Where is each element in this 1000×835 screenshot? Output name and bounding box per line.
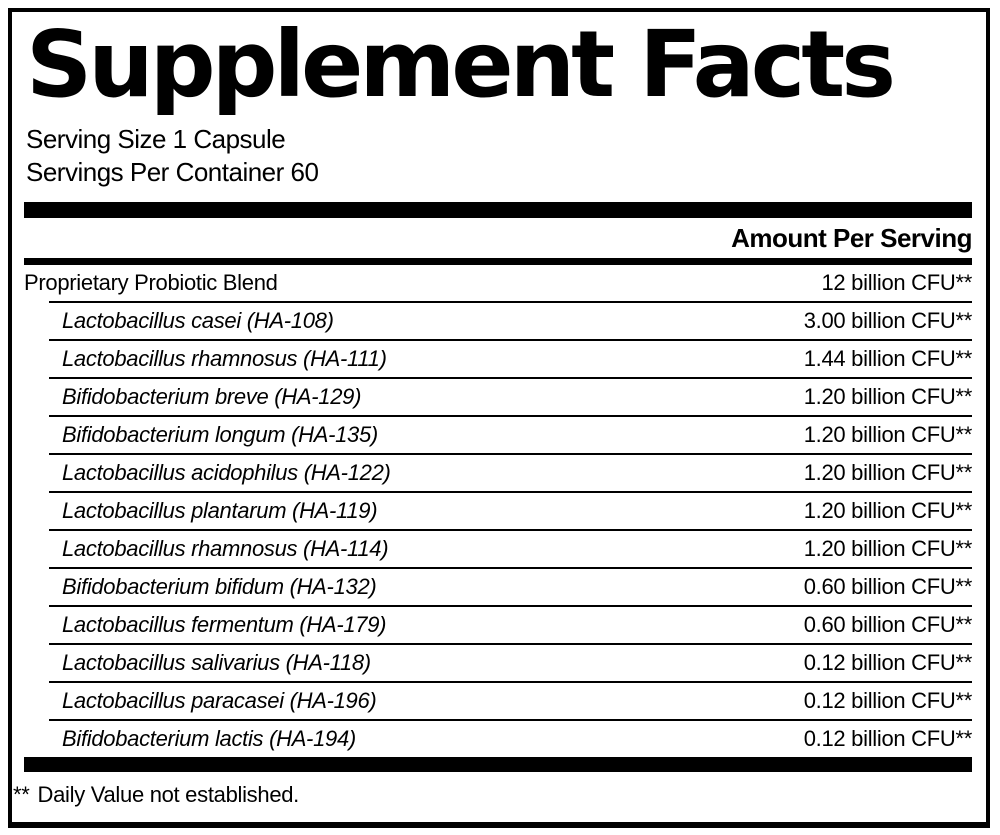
ingredient-row: Lactobacillus rhamnosus (HA-114) 1.20 bi…	[49, 529, 972, 567]
divider-medium	[24, 258, 972, 265]
ingredient-row: Bifidobacterium bifidum (HA-132) 0.60 bi…	[49, 567, 972, 605]
ingredient-name: Bifidobacterium lactis (HA-194)	[62, 726, 356, 751]
divider-thick-bottom	[24, 757, 972, 772]
ingredient-row: Bifidobacterium lactis (HA-194) 0.12 bil…	[49, 719, 972, 757]
serving-size-line: Serving Size 1 Capsule	[26, 124, 286, 154]
ingredient-name: Lactobacillus plantarum (HA-119)	[62, 498, 378, 523]
ingredient-row: Lactobacillus rhamnosus (HA-111) 1.44 bi…	[49, 339, 972, 377]
ingredient-row: Lactobacillus plantarum (HA-119) 1.20 bi…	[49, 491, 972, 529]
footnote: ** Daily Value not established.	[13, 780, 972, 810]
ingredient-amount: 0.12 billion CFU**	[803, 650, 973, 675]
ingredient-amount: 12 billion CFU**	[821, 270, 973, 295]
ingredient-row: Lactobacillus acidophilus (HA-122) 1.20 …	[49, 453, 972, 491]
ingredient-amount: 0.60 billion CFU**	[803, 574, 973, 599]
ingredient-amount: 1.20 billion CFU**	[803, 422, 973, 447]
ingredient-row: Lactobacillus casei (HA-108) 3.00 billio…	[49, 301, 972, 339]
ingredient-amount: 1.20 billion CFU**	[803, 536, 973, 561]
ingredient-name: Lactobacillus acidophilus (HA-122)	[62, 460, 391, 485]
panel-title: Supplement Facts	[26, 11, 896, 118]
amount-per-serving-header: Amount Per Serving	[731, 223, 972, 253]
ingredient-amount: 1.44 billion CFU**	[803, 346, 973, 371]
footnote-text: Daily Value not established.	[37, 782, 300, 807]
ingredient-row: Lactobacillus salivarius (HA-118) 0.12 b…	[49, 643, 972, 681]
ingredient-table: Proprietary Probiotic Blend 12 billion C…	[24, 265, 972, 757]
ingredient-row: Bifidobacterium breve (HA-129) 1.20 bill…	[49, 377, 972, 415]
footnote-marker: **	[13, 782, 30, 807]
ingredient-amount: 1.20 billion CFU**	[803, 384, 973, 409]
ingredient-name: Lactobacillus fermentum (HA-179)	[62, 612, 387, 637]
panel-content: Supplement Facts Serving Size 1 Capsule …	[12, 12, 986, 822]
ingredient-name: Lactobacillus paracasei (HA-196)	[62, 688, 377, 713]
supplement-facts-panel: Supplement Facts Serving Size 1 Capsule …	[8, 8, 990, 828]
ingredient-row-blend: Proprietary Probiotic Blend 12 billion C…	[24, 265, 972, 301]
ingredient-amount: 0.60 billion CFU**	[803, 612, 973, 637]
ingredient-name: Lactobacillus rhamnosus (HA-114)	[62, 536, 389, 561]
ingredient-amount: 3.00 billion CFU**	[803, 308, 973, 333]
ingredient-amount: 0.12 billion CFU**	[803, 688, 973, 713]
ingredient-name: Lactobacillus rhamnosus (HA-111)	[62, 346, 387, 371]
ingredient-name: Lactobacillus salivarius (HA-118)	[62, 650, 371, 675]
servings-per-container-line: Servings Per Container 60	[26, 157, 319, 187]
ingredient-name: Bifidobacterium breve (HA-129)	[62, 384, 362, 409]
ingredient-row: Lactobacillus fermentum (HA-179) 0.60 bi…	[49, 605, 972, 643]
ingredient-amount: 1.20 billion CFU**	[803, 460, 973, 485]
divider-thick-top	[24, 202, 972, 218]
ingredient-name: Proprietary Probiotic Blend	[24, 270, 278, 295]
ingredient-row: Lactobacillus paracasei (HA-196) 0.12 bi…	[49, 681, 972, 719]
ingredient-name: Lactobacillus casei (HA-108)	[62, 308, 334, 333]
ingredient-name: Bifidobacterium longum (HA-135)	[62, 422, 378, 447]
ingredient-amount: 1.20 billion CFU**	[803, 498, 973, 523]
ingredient-amount: 0.12 billion CFU**	[803, 726, 973, 751]
ingredient-name: Bifidobacterium bifidum (HA-132)	[62, 574, 377, 599]
ingredient-row: Bifidobacterium longum (HA-135) 1.20 bil…	[49, 415, 972, 453]
